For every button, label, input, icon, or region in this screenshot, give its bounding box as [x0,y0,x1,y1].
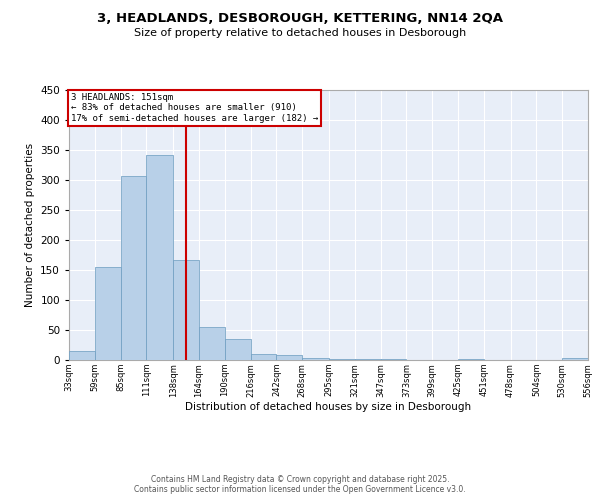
Bar [69,351,95,360]
Bar [173,260,199,360]
Bar [562,358,588,360]
Text: Contains HM Land Registry data © Crown copyright and database right 2025.
Contai: Contains HM Land Registry data © Crown c… [134,474,466,494]
Bar [225,339,251,360]
Y-axis label: Number of detached properties: Number of detached properties [25,143,35,307]
Bar [302,358,329,360]
Bar [199,327,225,360]
Bar [121,176,146,360]
Bar [277,355,302,360]
Bar [146,156,173,360]
Text: Size of property relative to detached houses in Desborough: Size of property relative to detached ho… [134,28,466,38]
Bar [95,267,121,360]
Bar [251,354,277,360]
Bar [329,359,355,360]
Text: 3 HEADLANDS: 151sqm
← 83% of detached houses are smaller (910)
17% of semi-detac: 3 HEADLANDS: 151sqm ← 83% of detached ho… [71,93,318,123]
Text: 3, HEADLANDS, DESBOROUGH, KETTERING, NN14 2QA: 3, HEADLANDS, DESBOROUGH, KETTERING, NN1… [97,12,503,26]
X-axis label: Distribution of detached houses by size in Desborough: Distribution of detached houses by size … [185,402,472,412]
